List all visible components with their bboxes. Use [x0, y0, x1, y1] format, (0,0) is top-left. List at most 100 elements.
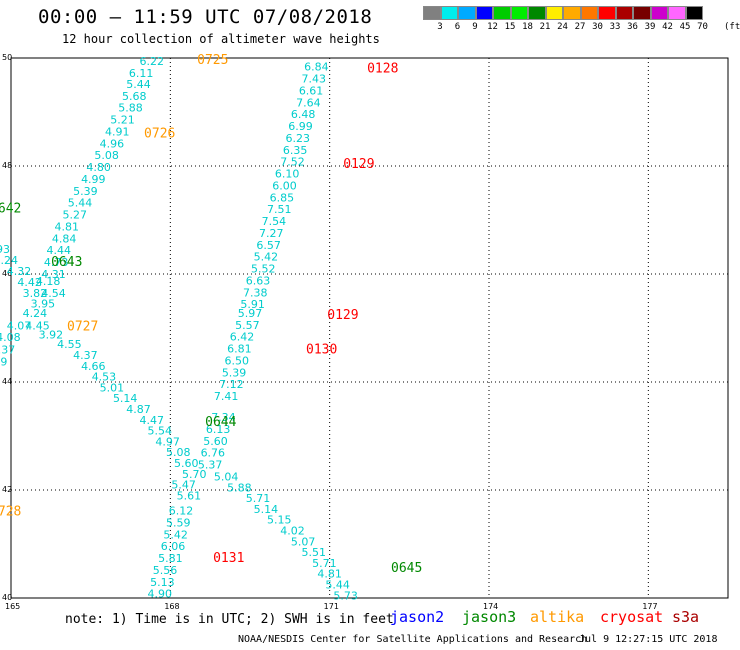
wave-height-value: 7.52 [280, 156, 305, 169]
pass-time-label: 0726 [144, 127, 175, 142]
wave-height-value: 5.56 [153, 564, 178, 577]
wave-height-value: 6.99 [288, 120, 313, 133]
wave-height-value: 4.90 [147, 588, 172, 601]
wave-height-value: 4.81 [317, 568, 342, 581]
legend-swatch [423, 6, 441, 20]
wave-height-value: 4.73 [44, 256, 69, 269]
wave-height-value: 7.43 [301, 73, 326, 86]
pass-time-label: 0727 [67, 319, 98, 334]
legend-label: 21 [539, 22, 551, 32]
lon-label: 174 [483, 602, 498, 611]
page-title: 00:00 – 11:59 UTC 07/08/2018 [38, 6, 373, 28]
legend-label: 45 [679, 22, 691, 32]
wave-height-value: 4.87 [126, 403, 151, 416]
wave-height-value: 5.71 [312, 557, 337, 570]
wave-height-value: 6.23 [286, 132, 311, 145]
wave-height-value: 4.80 [86, 161, 111, 174]
sat-cryosat: cryosat [600, 608, 664, 626]
wave-height-value: 5.08 [166, 446, 191, 459]
lat-label: 50 [2, 53, 12, 62]
wave-height-value: 5.44 [325, 579, 350, 592]
wave-height-value: 5.68 [122, 90, 147, 103]
wave-height-value: 4.55 [57, 338, 82, 351]
pass-time-label: 0645 [391, 561, 422, 576]
wave-height-value: 4.66 [81, 360, 106, 373]
lon-label: 165 [5, 602, 20, 611]
wave-height-value: 7.12 [219, 378, 244, 391]
legend-swatch [528, 6, 546, 20]
wave-height-value: 7.64 [296, 96, 321, 109]
wave-height-value: 6.48 [291, 108, 316, 121]
wave-height-value: 4.42 [17, 276, 42, 289]
page-subtitle: 12 hour collection of altimeter wave hei… [62, 32, 380, 46]
legend-label: 36 [627, 22, 638, 32]
wave-height-value: 4.81 [55, 220, 80, 233]
legend-swatch [598, 6, 616, 20]
pass-time-label: 0643 [51, 255, 82, 270]
wave-height-value: 4.18 [36, 275, 61, 288]
wave-height-value: 7.38 [243, 286, 268, 299]
legend-swatch [563, 6, 581, 20]
credit-timestamp: Jul 9 12:27:15 UTC 2018 [579, 634, 718, 645]
legend-swatch [493, 6, 511, 20]
wave-height-value: 5.44 [68, 197, 93, 210]
wave-height-value: 4.96 [100, 137, 125, 150]
wave-height-value: 6.11 [129, 67, 154, 80]
wave-height-value: 3.82 [23, 287, 48, 300]
legend-swatch [510, 6, 528, 20]
lon-label: 168 [164, 602, 179, 611]
wave-height-value: 5.01 [100, 381, 125, 394]
wave-height-value: 5.97 [238, 307, 263, 320]
pass-time-label: 0131 [213, 551, 244, 566]
wave-height-value: 5.44 [126, 78, 151, 91]
wave-height-value: 3.24 [0, 254, 18, 267]
legend-label: 24 [557, 22, 568, 32]
wave-height-value: 5.37 [198, 459, 223, 472]
wave-height-value: 6.06 [161, 540, 186, 553]
wave-height-value: 4.07 [7, 319, 32, 332]
lat-label: 46 [2, 269, 12, 278]
wave-height-value: 4.24 [23, 307, 48, 320]
wave-height-value: 4.47 [139, 414, 164, 427]
wave-height-value: 6.61 [299, 84, 324, 97]
lat-label: 44 [2, 377, 12, 386]
wave-height-value: 4.45 [25, 319, 50, 332]
wave-height-value: 3.93 [0, 243, 10, 256]
wave-height-value: 7.41 [214, 390, 239, 403]
legend-label: 70 [697, 22, 708, 32]
wave-height-value: 4.97 [155, 435, 180, 448]
wave-height-value: 6.13 [206, 423, 231, 436]
wave-height-value: 5.71 [246, 492, 271, 505]
wave-height-value: 5.27 [62, 209, 87, 222]
legend-label: 9 [472, 22, 478, 32]
wave-height-value: 3.69 [0, 355, 7, 368]
wave-height-value: 4.91 [105, 125, 130, 138]
wave-height-value: 5.39 [222, 366, 247, 379]
wave-height-value: 4.31 [41, 268, 66, 281]
wave-height-value: 4.54 [41, 287, 66, 300]
map-frame [10, 57, 729, 599]
legend-swatch [650, 6, 668, 20]
wave-height-value: 7.51 [267, 203, 292, 216]
wave-height-value: 4.84 [52, 232, 77, 245]
legend-swatch [475, 6, 493, 20]
wave-height-value: 4.32 [7, 265, 32, 278]
wave-height-value: 6.42 [230, 331, 255, 344]
wave-height-value: 5.04 [214, 471, 239, 484]
pass-time-label: 0644 [205, 415, 236, 430]
wave-height-value: 6.12 [169, 505, 194, 518]
wave-height-value: 5.39 [73, 185, 98, 198]
legend-label: 27 [574, 22, 586, 32]
pass-time-label: 0129 [343, 157, 374, 172]
legend-swatch [633, 6, 651, 20]
wave-height-value: 4.37 [73, 349, 98, 362]
wave-height-legend [423, 6, 703, 20]
wave-height-value: 7.34 [211, 411, 236, 424]
sat-s3a: s3a [672, 608, 700, 626]
pass-time-label: 0129 [327, 308, 358, 323]
legend-swatch [440, 6, 458, 20]
legend-label: 33 [609, 22, 621, 32]
wave-height-value: 6.81 [227, 343, 252, 356]
wave-height-value: 5.14 [113, 392, 138, 405]
